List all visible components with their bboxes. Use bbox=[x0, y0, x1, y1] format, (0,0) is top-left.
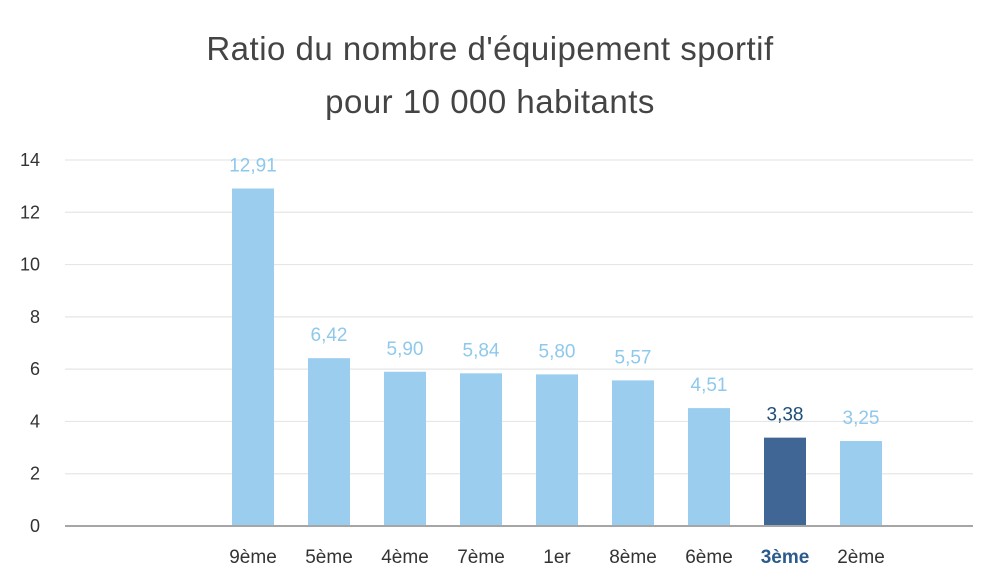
data-label: 3,38 bbox=[767, 405, 804, 426]
x-category-label: 1er bbox=[543, 547, 571, 568]
data-label: 5,90 bbox=[387, 339, 424, 360]
data-label: 4,51 bbox=[691, 375, 728, 396]
bar bbox=[840, 441, 882, 526]
bar bbox=[764, 437, 806, 526]
y-tick-label: 2 bbox=[30, 464, 40, 484]
x-category-label: 6ème bbox=[685, 547, 733, 568]
x-category-label: 5ème bbox=[305, 547, 353, 568]
y-tick-label: 12 bbox=[20, 202, 40, 222]
data-label: 5,57 bbox=[615, 347, 652, 368]
bar bbox=[232, 188, 274, 526]
data-labels: 12,91 6,42 5,90 5,84 5,80 5,57 4,51 3,38 3,25 bbox=[229, 155, 879, 429]
x-category-label: 4ème bbox=[381, 547, 429, 568]
y-tick-label: 0 bbox=[30, 516, 40, 536]
x-axis-categories: 9ème 5ème 4ème 7ème 1er 8ème 6ème 3ème 2ème bbox=[229, 547, 885, 568]
chart-title-line-1: Ratio du nombre d'équipement sportif bbox=[206, 30, 774, 67]
x-category-label: 7ème bbox=[457, 547, 505, 568]
bar bbox=[308, 358, 350, 526]
data-label: 6,42 bbox=[311, 325, 348, 346]
bar bbox=[688, 408, 730, 526]
bar bbox=[384, 371, 426, 526]
y-tick-label: 6 bbox=[30, 359, 40, 379]
gridlines bbox=[65, 159, 973, 475]
x-category-label: 9ème bbox=[229, 547, 277, 568]
chart-title-line-2: pour 10 000 habitants bbox=[325, 83, 655, 120]
bars bbox=[232, 188, 882, 526]
y-axis-ticks: 0 2 4 6 8 10 12 14 bbox=[20, 150, 40, 536]
data-label: 5,84 bbox=[463, 340, 500, 361]
y-tick-label: 4 bbox=[30, 411, 40, 431]
bar bbox=[612, 380, 654, 526]
x-category-label: 8ème bbox=[609, 547, 657, 568]
x-category-label: 2ème bbox=[837, 547, 885, 568]
y-tick-label: 14 bbox=[20, 150, 40, 170]
x-category-label: 3ème bbox=[761, 547, 810, 568]
data-label: 3,25 bbox=[843, 408, 880, 429]
y-tick-label: 8 bbox=[30, 307, 40, 327]
bar bbox=[536, 374, 578, 526]
y-tick-label: 10 bbox=[20, 255, 40, 275]
data-label: 5,80 bbox=[539, 341, 576, 362]
data-label: 12,91 bbox=[229, 155, 277, 176]
bar bbox=[460, 373, 502, 526]
